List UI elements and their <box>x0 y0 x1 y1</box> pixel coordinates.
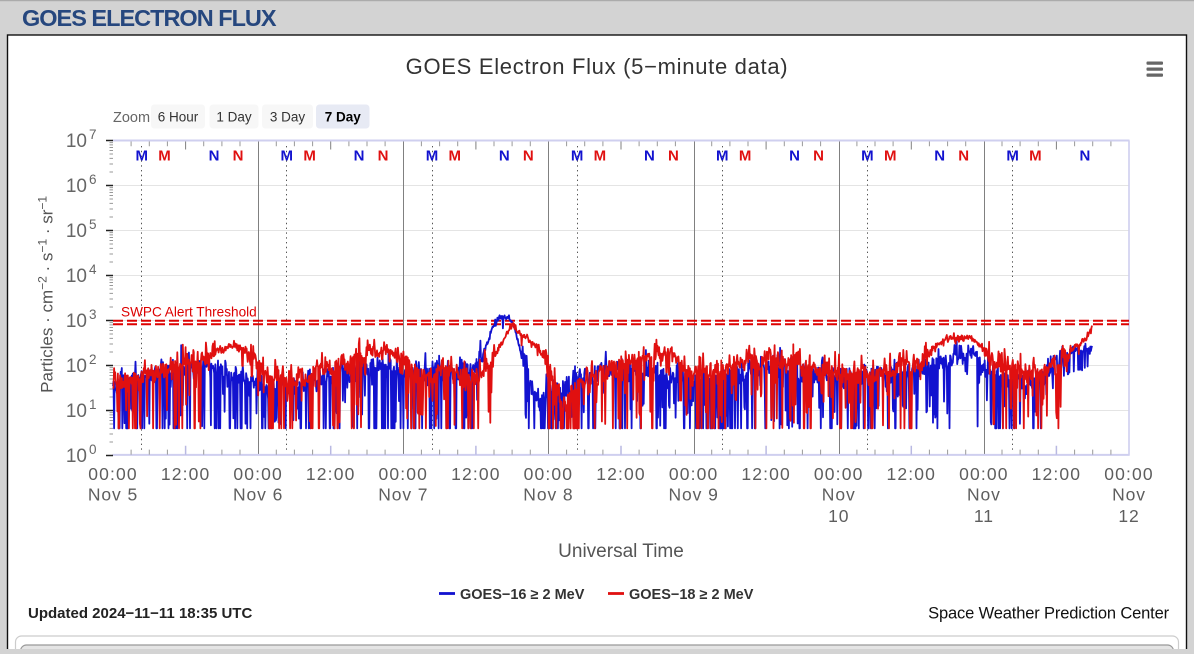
svg-text:M: M <box>1006 148 1019 165</box>
svg-text:4: 4 <box>89 262 97 277</box>
svg-text:N: N <box>523 148 534 165</box>
svg-text:6: 6 <box>89 172 97 187</box>
svg-text:M: M <box>716 148 729 165</box>
svg-text:M: M <box>281 148 294 165</box>
svg-text:Nov: Nov <box>822 485 856 505</box>
svg-text:1 Day: 1 Day <box>216 110 252 125</box>
svg-text:00:00: 00:00 <box>233 464 283 484</box>
svg-text:Nov: Nov <box>1112 485 1146 505</box>
svg-text:Space Weather Prediction Cente: Space Weather Prediction Center <box>928 605 1169 623</box>
svg-text:10: 10 <box>66 131 87 152</box>
svg-text:N: N <box>499 148 510 165</box>
svg-text:N: N <box>378 148 389 165</box>
svg-text:M: M <box>449 148 462 165</box>
svg-text:N: N <box>233 148 244 165</box>
svg-text:12:00: 12:00 <box>1032 464 1082 484</box>
svg-text:11: 11 <box>974 506 994 526</box>
svg-text:M: M <box>571 148 584 165</box>
svg-text:N: N <box>668 148 679 165</box>
svg-text:M: M <box>158 148 171 165</box>
svg-text:12:00: 12:00 <box>596 464 646 484</box>
svg-text:12: 12 <box>1118 506 1139 526</box>
svg-text:12:00: 12:00 <box>451 464 501 484</box>
svg-text:5: 5 <box>89 217 97 232</box>
svg-text:12:00: 12:00 <box>887 464 937 484</box>
svg-text:10: 10 <box>66 176 87 197</box>
svg-text:10: 10 <box>66 356 87 377</box>
svg-text:00:00: 00:00 <box>379 464 429 484</box>
svg-text:Nov: Nov <box>967 485 1001 505</box>
svg-text:M: M <box>739 148 752 165</box>
svg-text:2: 2 <box>89 352 97 367</box>
svg-text:Nov 6: Nov 6 <box>233 485 283 505</box>
svg-text:M: M <box>1029 148 1042 165</box>
svg-text:N: N <box>934 148 945 165</box>
svg-text:00:00: 00:00 <box>524 464 574 484</box>
svg-text:12:00: 12:00 <box>306 464 356 484</box>
svg-text:0: 0 <box>89 442 97 457</box>
svg-text:00:00: 00:00 <box>1104 464 1154 484</box>
svg-text:N: N <box>354 148 365 165</box>
svg-text:Nov 8: Nov 8 <box>523 485 573 505</box>
svg-text:M: M <box>426 148 439 165</box>
svg-text:00:00: 00:00 <box>88 464 138 484</box>
svg-text:Nov 5: Nov 5 <box>88 485 138 505</box>
svg-text:M: M <box>884 148 897 165</box>
svg-text:10: 10 <box>828 506 849 526</box>
svg-text:GOES−18 ≥ 2 MeV: GOES−18 ≥ 2 MeV <box>629 587 754 603</box>
svg-text:N: N <box>209 148 220 165</box>
svg-text:Zoom: Zoom <box>113 110 150 126</box>
svg-text:Particles · cm−2 · s−1 · sr−1: Particles · cm−2 · s−1 · sr−1 <box>36 191 57 393</box>
svg-text:10: 10 <box>66 446 87 467</box>
svg-text:N: N <box>958 148 969 165</box>
svg-text:Nov 9: Nov 9 <box>668 485 718 505</box>
svg-text:7: 7 <box>89 127 97 142</box>
svg-text:12:00: 12:00 <box>741 464 791 484</box>
svg-text:Updated 2024−11−11 18:35 UTC: Updated 2024−11−11 18:35 UTC <box>28 605 252 622</box>
svg-text:00:00: 00:00 <box>814 464 864 484</box>
svg-text:GOES ELECTRON FLUX: GOES ELECTRON FLUX <box>22 5 277 31</box>
svg-text:10: 10 <box>66 221 87 242</box>
svg-text:Nov 7: Nov 7 <box>378 485 428 505</box>
svg-text:N: N <box>813 148 824 165</box>
svg-text:GOES−16 ≥ 2 MeV: GOES−16 ≥ 2 MeV <box>460 587 585 603</box>
svg-text:3 Day: 3 Day <box>270 110 306 125</box>
svg-text:GOES Electron Flux (5−minute d: GOES Electron Flux (5−minute data) <box>406 54 789 79</box>
svg-text:10: 10 <box>66 266 87 287</box>
svg-text:3: 3 <box>89 307 97 322</box>
svg-text:M: M <box>594 148 607 165</box>
svg-text:00:00: 00:00 <box>669 464 719 484</box>
svg-text:00:00: 00:00 <box>959 464 1009 484</box>
svg-text:M: M <box>135 148 148 165</box>
svg-text:M: M <box>303 148 316 165</box>
svg-text:SWPC Alert Threshold: SWPC Alert Threshold <box>121 305 257 320</box>
svg-text:M: M <box>861 148 874 165</box>
svg-text:10: 10 <box>66 311 87 332</box>
svg-text:N: N <box>644 148 655 165</box>
svg-text:7 Day: 7 Day <box>325 110 362 125</box>
svg-text:N: N <box>789 148 800 165</box>
svg-text:12:00: 12:00 <box>161 464 211 484</box>
svg-text:1: 1 <box>89 397 97 412</box>
svg-text:Universal Time: Universal Time <box>558 541 684 562</box>
svg-text:10: 10 <box>66 401 87 422</box>
svg-text:N: N <box>1079 148 1090 165</box>
svg-text:6 Hour: 6 Hour <box>158 110 199 125</box>
